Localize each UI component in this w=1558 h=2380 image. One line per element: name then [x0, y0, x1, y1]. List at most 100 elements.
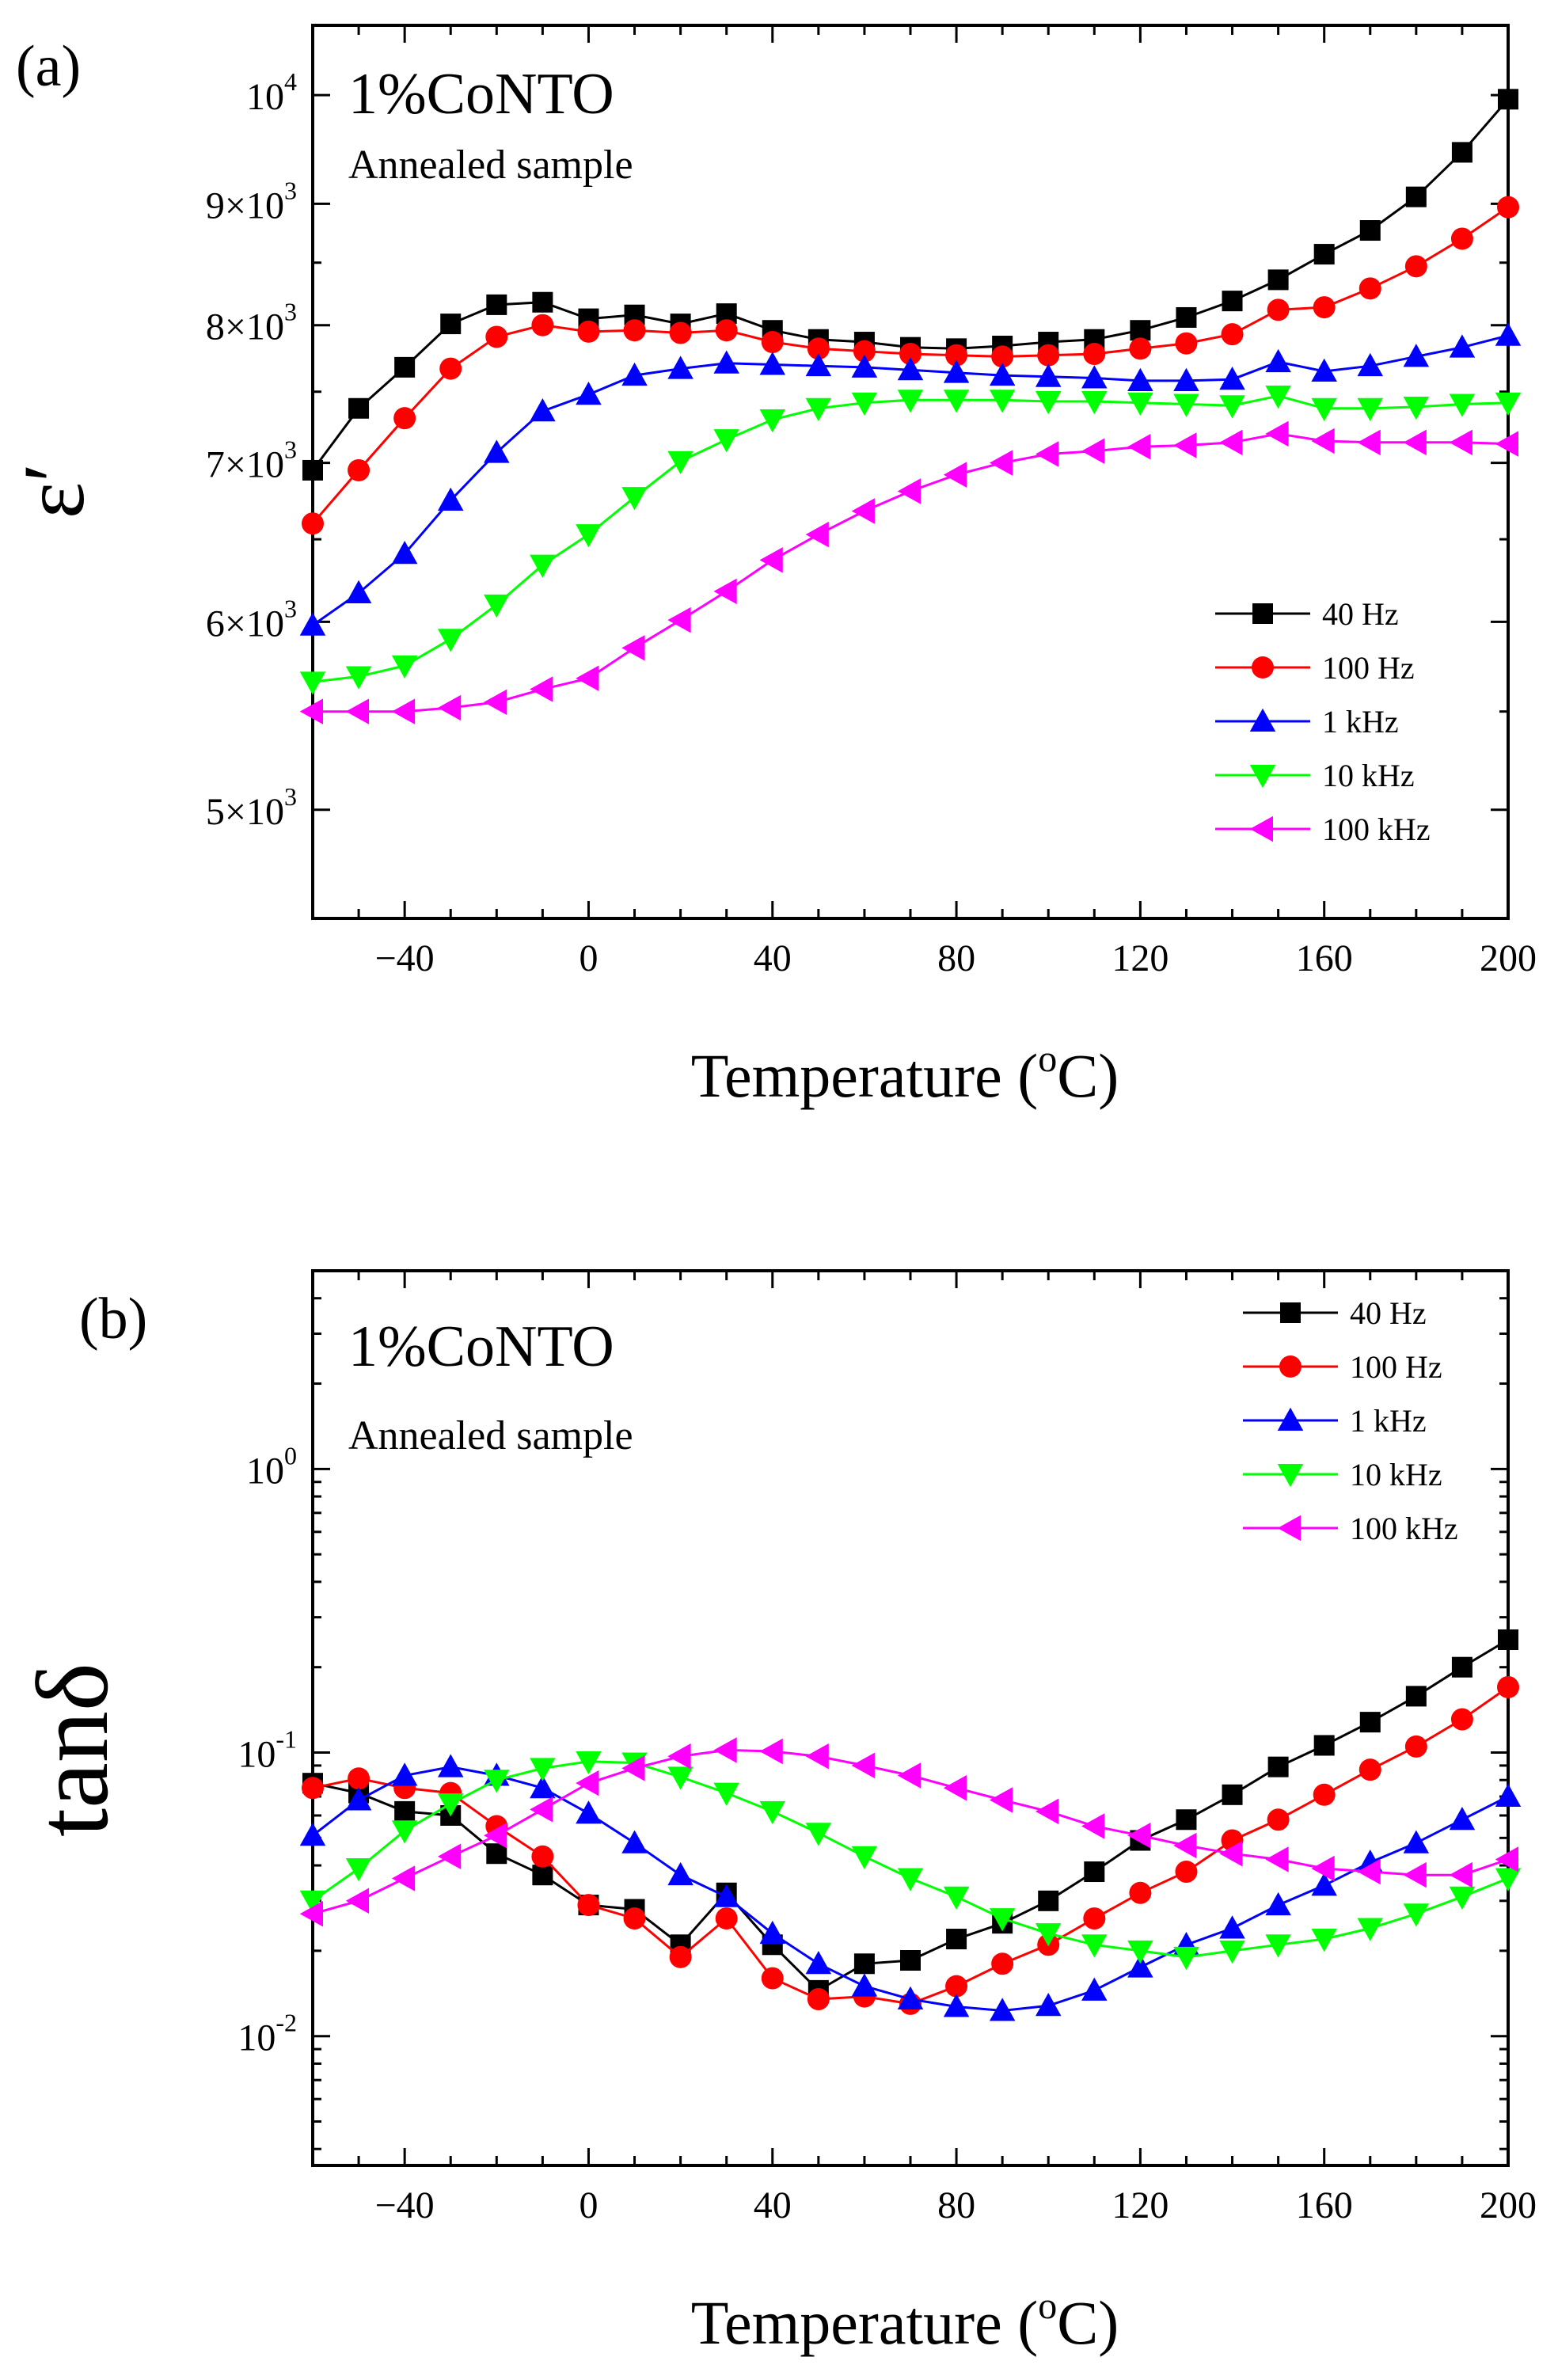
data-point [991, 1952, 1014, 1975]
data-point [1311, 428, 1335, 454]
x-tick-label: 0 [579, 2184, 598, 2226]
data-point [1267, 269, 1289, 291]
data-point [302, 459, 323, 481]
panel-a-title: 1%CoNTO [348, 62, 614, 127]
data-point [1127, 1954, 1153, 1978]
data-point [667, 1766, 694, 1790]
data-point [667, 451, 694, 474]
panel-a: (a) 1%CoNTO Annealed sample ε′ Temperatu… [6, 24, 1537, 1110]
data-point [1267, 1808, 1290, 1831]
data-point [394, 356, 416, 378]
data-point [943, 1886, 970, 1910]
panel-a-label: (a) [16, 34, 81, 99]
data-point [1313, 296, 1336, 319]
data-point [1450, 1708, 1473, 1731]
data-point [391, 698, 416, 724]
data-point [1265, 1846, 1289, 1872]
x-tick-label: 160 [1296, 2184, 1353, 2226]
x-tick-label: 40 [754, 2184, 792, 2226]
data-point [1357, 1918, 1384, 1941]
y-tick-label: 7×103 [206, 435, 297, 486]
plot-frame [311, 1269, 1510, 2167]
data-point [1404, 255, 1427, 278]
data-point [532, 1865, 553, 1886]
data-point [530, 1758, 556, 1781]
data-point [576, 1800, 602, 1824]
data-point [345, 1888, 370, 1914]
data-point [1035, 441, 1059, 467]
data-point [897, 1762, 921, 1789]
data-point [437, 1793, 464, 1817]
data-point [897, 478, 921, 504]
data-point [807, 337, 830, 360]
data-point [900, 1950, 921, 1971]
data-point [989, 1787, 1013, 1813]
data-point [531, 314, 554, 336]
data-point [1265, 1934, 1291, 1958]
data-point [345, 698, 370, 724]
legend-marker [1249, 816, 1273, 842]
data-point [805, 1743, 829, 1770]
data-point [1357, 429, 1381, 456]
data-point [1357, 1858, 1381, 1885]
panel-a-xlabel: Temperature (oC) [691, 1038, 1119, 1110]
data-point [1129, 337, 1152, 360]
data-point [437, 629, 464, 652]
data-point [1449, 429, 1472, 456]
data-point [669, 1945, 692, 1968]
data-point [715, 319, 738, 342]
data-point [391, 1865, 416, 1891]
data-point [853, 1953, 875, 1975]
data-point [805, 1823, 832, 1846]
panel-b-ylabel: tanδ [16, 1663, 130, 1837]
x-tick-label: 0 [579, 937, 598, 979]
legend-marker [1249, 708, 1276, 732]
data-point [943, 359, 970, 383]
data-point [1495, 1846, 1518, 1872]
panel-b-title: 1%CoNTO [348, 1314, 614, 1379]
data-point [1127, 392, 1153, 416]
data-point [759, 547, 783, 573]
data-point [530, 1775, 556, 1799]
data-point [1357, 352, 1384, 377]
data-point [1081, 438, 1105, 465]
data-point [576, 381, 602, 405]
data-point [1035, 1923, 1062, 1947]
data-point [667, 1861, 694, 1886]
data-point [713, 350, 739, 374]
data-point [1081, 365, 1108, 389]
series-100-hz [302, 196, 1519, 535]
x-tick-label: 80 [937, 937, 975, 979]
data-point [853, 340, 876, 363]
data-point [851, 392, 878, 416]
data-point [851, 498, 875, 524]
panel-b-xlabel: Temperature (oC) [691, 2285, 1119, 2357]
data-point [713, 429, 739, 453]
data-point [989, 1908, 1016, 1932]
data-point [484, 439, 510, 463]
data-point [1449, 1807, 1476, 1831]
data-point [945, 344, 968, 367]
data-point [486, 294, 507, 315]
panel-a-subtitle: Annealed sample [348, 143, 633, 188]
data-point [851, 354, 878, 378]
data-point [1130, 320, 1151, 341]
series-40-hz [302, 1629, 1518, 2001]
data-point [393, 407, 416, 430]
data-point [299, 1823, 326, 1846]
data-point [1403, 396, 1430, 420]
data-point [1081, 1813, 1105, 1839]
data-point [713, 578, 737, 605]
data-point [1358, 1758, 1381, 1781]
data-point [437, 1843, 462, 1870]
data-point [943, 1775, 967, 1801]
legend-label: 10 kHz [1322, 758, 1415, 793]
panel-a-ylabel: ε′ [6, 463, 102, 519]
data-point [1127, 367, 1153, 391]
data-point [1311, 1855, 1335, 1882]
x-tick-label: −40 [375, 2184, 435, 2226]
data-point [897, 390, 924, 413]
data-point [1359, 1712, 1381, 1733]
legend-marker [1252, 656, 1274, 679]
data-point [759, 1738, 783, 1765]
